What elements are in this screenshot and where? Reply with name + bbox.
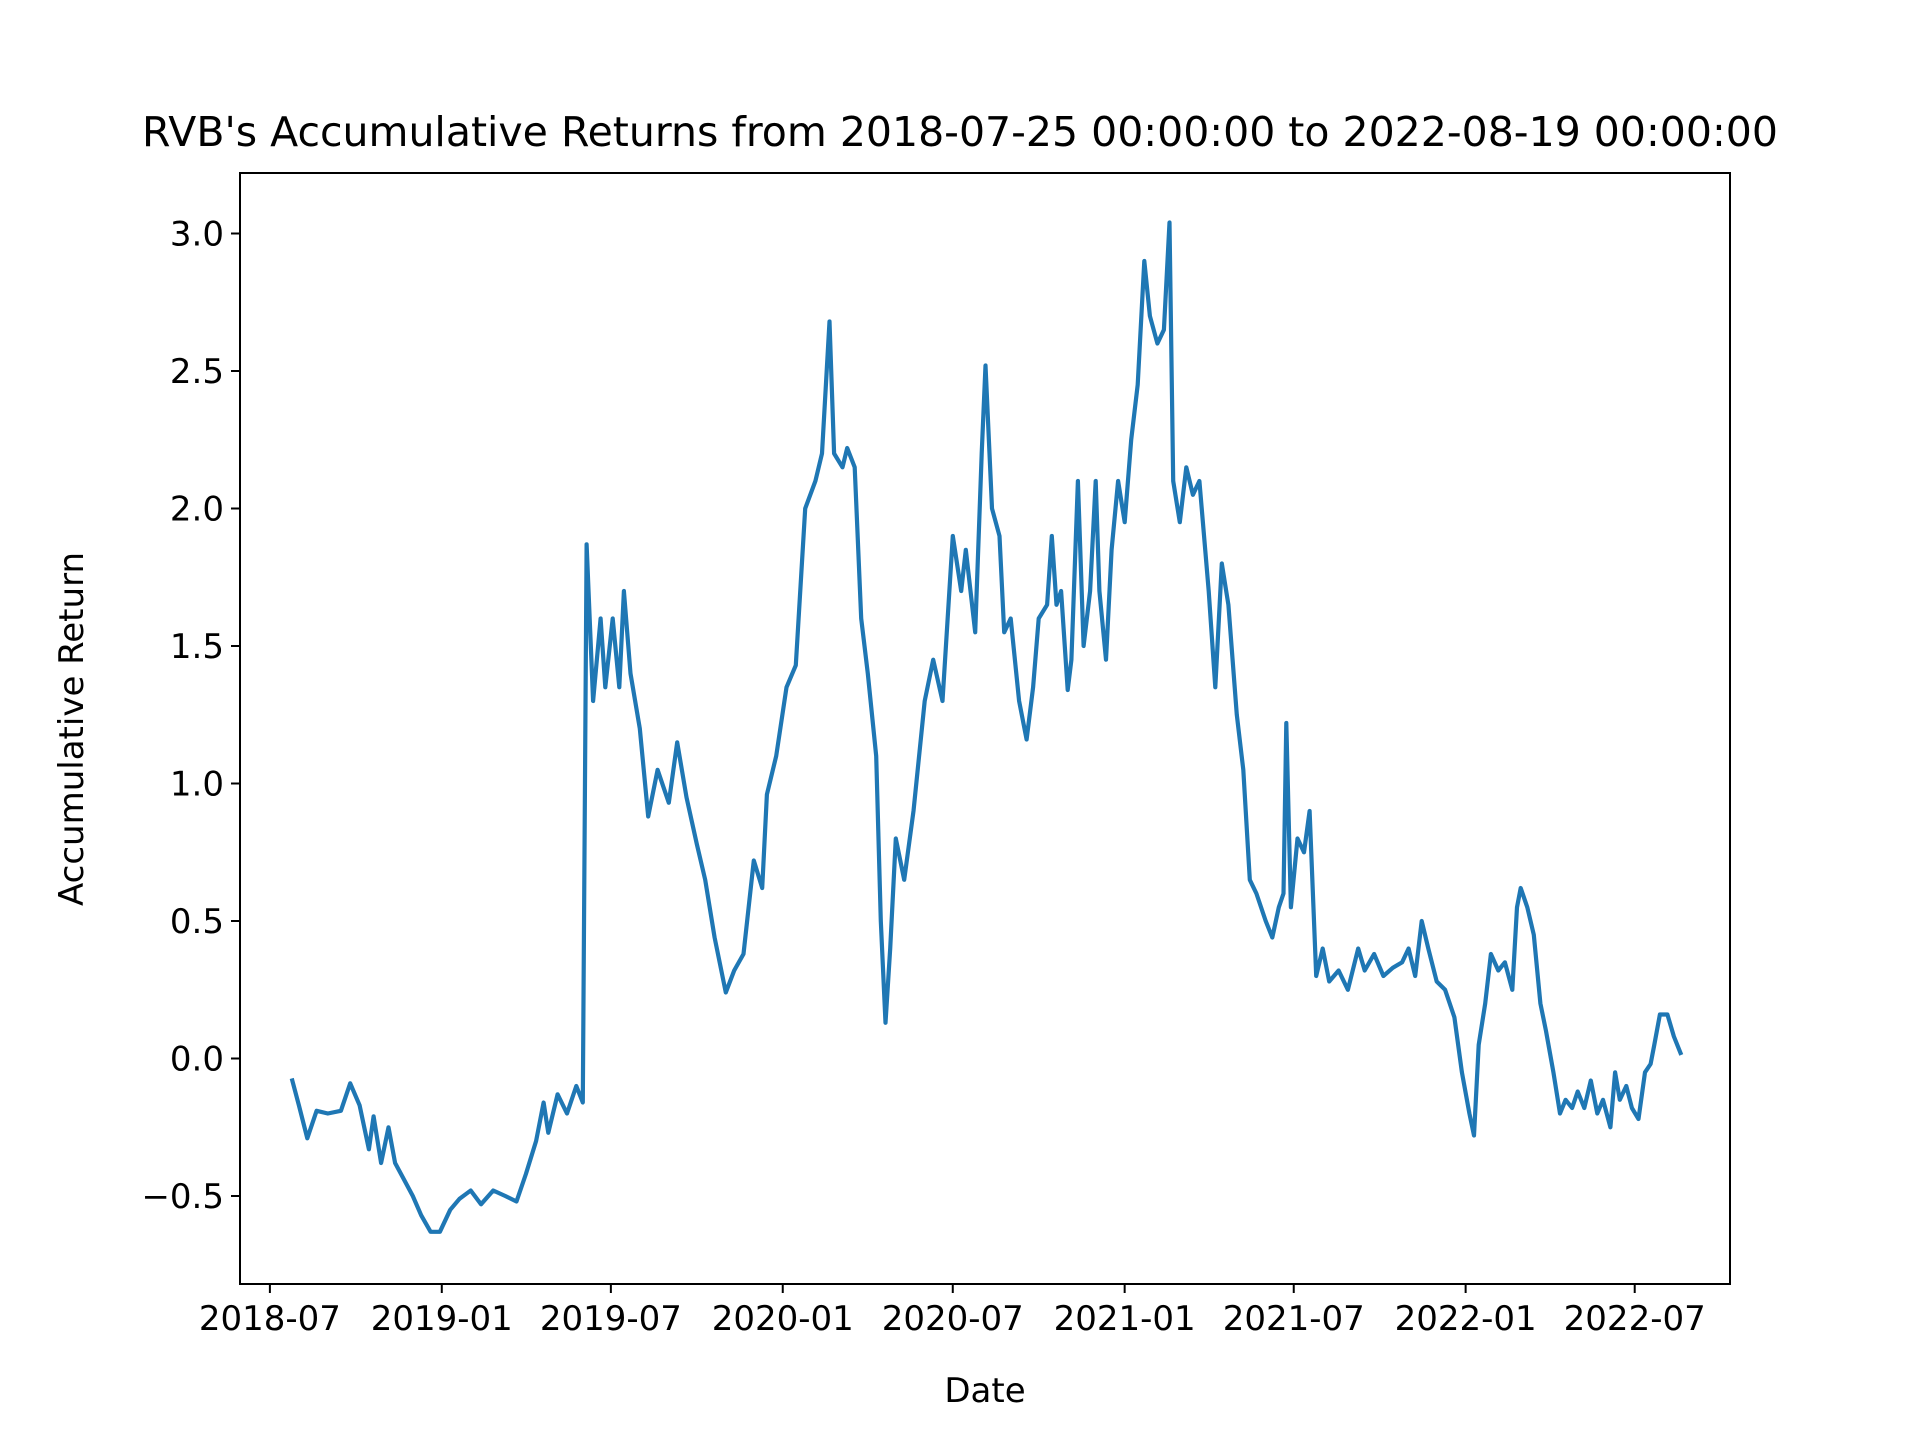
chart-title: RVB's Accumulative Returns from 2018-07-… — [142, 108, 1778, 156]
y-tick-label: 0.0 — [170, 1040, 224, 1080]
x-tick-label: 2020-07 — [882, 1299, 1024, 1339]
y-tick-label: 3.0 — [170, 215, 224, 255]
plot-frame — [239, 172, 1731, 1285]
y-axis-title: Accumulative Return — [52, 552, 92, 906]
y-tick-label: 2.5 — [170, 352, 224, 392]
x-tick-label: 2022-07 — [1564, 1299, 1706, 1339]
x-tick-label: 2021-01 — [1054, 1299, 1196, 1339]
x-axis-ticks: 2018-07 2019-01 2019-07 2020-01 2020-07 2021-… — [199, 1284, 1706, 1339]
y-tick-label: 0.5 — [170, 902, 224, 942]
x-tick-label: 2021-07 — [1223, 1299, 1365, 1339]
y-tick-label: 1.5 — [170, 627, 224, 667]
x-tick-label: 2019-07 — [540, 1299, 682, 1339]
y-axis-ticks: −0.5 0.0 0.5 1.0 1.5 2.0 2.5 3.0 — [141, 215, 240, 1217]
x-tick-label: 2022-01 — [1395, 1299, 1537, 1339]
x-axis-title: Date — [944, 1371, 1025, 1411]
y-tick-label: 2.0 — [170, 490, 224, 530]
x-tick-label: 2020-01 — [712, 1299, 854, 1339]
y-tick-label: 1.0 — [170, 765, 224, 805]
x-tick-label: 2019-01 — [371, 1299, 513, 1339]
x-tick-label: 2018-07 — [199, 1299, 341, 1339]
y-tick-label: −0.5 — [141, 1177, 224, 1217]
series-line — [289, 220, 1684, 1234]
